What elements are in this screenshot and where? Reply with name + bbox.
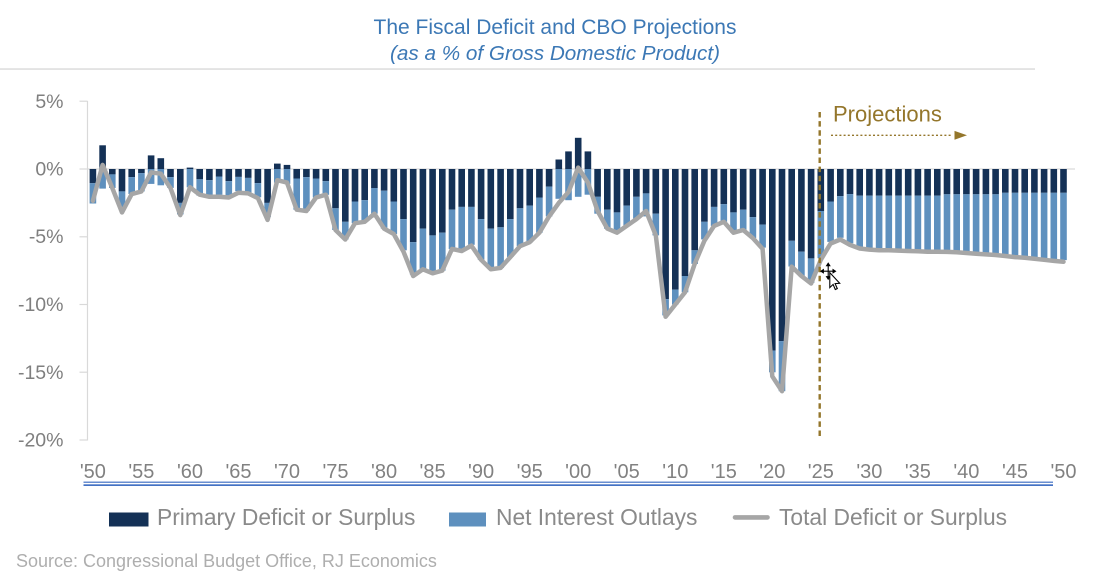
svg-text:-20%: -20% (18, 430, 64, 452)
svg-text:The Fiscal Deficit and CBO Pro: The Fiscal Deficit and CBO Projections (374, 16, 737, 39)
svg-text:5%: 5% (35, 91, 63, 113)
svg-text:'10: '10 (662, 461, 688, 483)
svg-text:'05: '05 (614, 461, 640, 483)
svg-text:'55: '55 (128, 461, 154, 483)
svg-text:-15%: -15% (18, 362, 64, 384)
svg-text:'40: '40 (953, 461, 979, 483)
svg-text:'80: '80 (371, 461, 397, 483)
svg-text:Source: Congressional Budget O: Source: Congressional Budget Office, RJ … (16, 551, 437, 571)
svg-text:'60: '60 (177, 461, 203, 483)
svg-text:'20: '20 (759, 461, 785, 483)
svg-text:'25: '25 (808, 461, 834, 483)
svg-text:-5%: -5% (29, 226, 64, 248)
svg-text:Total Deficit or Surplus: Total Deficit or Surplus (779, 504, 1007, 530)
svg-text:-10%: -10% (18, 294, 64, 316)
svg-text:'95: '95 (517, 461, 543, 483)
svg-text:Net Interest Outlays: Net Interest Outlays (496, 504, 697, 530)
svg-text:'75: '75 (322, 461, 348, 483)
svg-text:'50: '50 (1050, 461, 1076, 483)
svg-text:'35: '35 (905, 461, 931, 483)
svg-text:(as a % of Gross Domestic Prod: (as a % of Gross Domestic Product) (390, 42, 720, 65)
svg-text:'90: '90 (468, 461, 494, 483)
svg-text:Projections: Projections (833, 102, 942, 127)
svg-text:'00: '00 (565, 461, 591, 483)
svg-text:Primary Deficit or Surplus: Primary Deficit or Surplus (157, 504, 415, 530)
svg-text:'85: '85 (420, 461, 446, 483)
svg-text:0%: 0% (35, 159, 63, 181)
svg-text:'45: '45 (1002, 461, 1028, 483)
svg-text:'15: '15 (711, 461, 737, 483)
svg-text:'65: '65 (225, 461, 251, 483)
svg-text:'50: '50 (80, 461, 106, 483)
svg-text:'70: '70 (274, 461, 300, 483)
svg-text:'30: '30 (856, 461, 882, 483)
